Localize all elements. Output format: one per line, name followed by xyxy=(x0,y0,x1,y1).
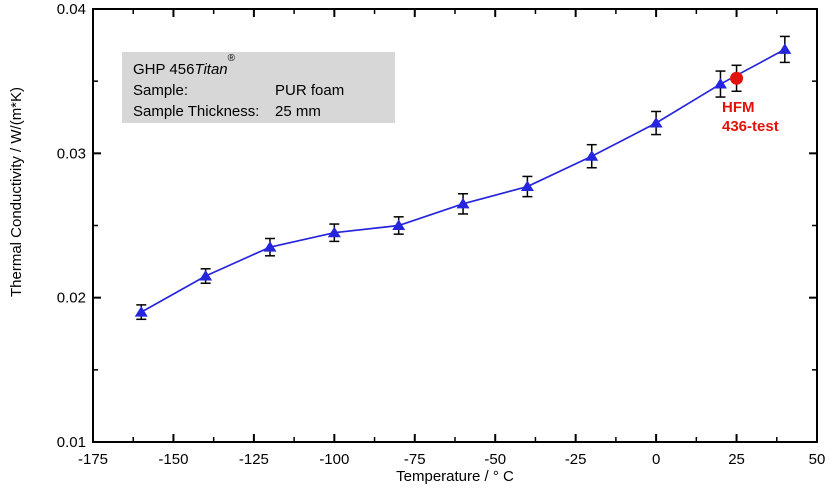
data-point-triangle xyxy=(392,219,406,230)
x-axis-title: Temperature / ° C xyxy=(396,468,514,485)
hfm-annotation-line2: 436-test xyxy=(722,118,779,135)
series-0 xyxy=(134,35,792,321)
info-line-thickness: Sample Thickness: 25 mm xyxy=(133,101,395,122)
x-tick-label: -100 xyxy=(319,451,349,468)
thickness-value: 25 mm xyxy=(275,103,321,120)
thickness-label: Sample Thickness: xyxy=(133,103,260,120)
x-tick-label: 25 xyxy=(728,451,745,468)
x-tick-label: 50 xyxy=(809,451,826,468)
data-point-triangle xyxy=(199,270,213,281)
sample-value: PUR foam xyxy=(275,82,345,99)
data-point-triangle xyxy=(649,117,663,128)
registered-trademark: ® xyxy=(227,53,236,64)
sample-label: Sample: xyxy=(133,82,189,99)
data-point-triangle xyxy=(778,43,792,54)
x-tick-label: -150 xyxy=(158,451,188,468)
y-tick-label: 0.04 xyxy=(57,1,86,18)
x-tick-label: -50 xyxy=(484,451,506,468)
y-axis-title: Thermal Conductivity / W/(m*K) xyxy=(8,87,25,297)
data-point-circle xyxy=(730,71,744,85)
hfm-annotation: HFM 436-test xyxy=(722,98,779,136)
series-1 xyxy=(730,64,744,93)
data-point-triangle xyxy=(263,241,277,252)
instrument-info-box: GHP 456 Titan ® Sample: PUR foam Sample T… xyxy=(122,52,395,123)
hfm-annotation-line1: HFM xyxy=(722,99,755,116)
data-point-triangle xyxy=(520,180,534,192)
y-tick-label: 0.03 xyxy=(57,145,86,162)
info-line-instrument: GHP 456 Titan ® xyxy=(133,53,395,80)
y-axis: 0.01 0.02 0.03 0.04 xyxy=(57,1,817,451)
x-tick-label: 0 xyxy=(652,451,660,468)
data-point-triangle xyxy=(585,150,599,161)
data-point-triangle xyxy=(327,226,341,238)
x-tick-label: -125 xyxy=(239,451,269,468)
instrument-name: GHP 456 xyxy=(133,61,195,78)
x-tick-label: -25 xyxy=(565,451,587,468)
x-axis: -175 -150 -125 -100 -75 -50 -25 0 25 50 xyxy=(78,9,825,468)
instrument-model: Titan xyxy=(194,61,228,78)
x-tick-label: -175 xyxy=(78,451,108,468)
x-tick-label: -75 xyxy=(404,451,426,468)
data-point-triangle xyxy=(456,197,470,209)
info-line-sample: Sample: PUR foam xyxy=(133,80,395,101)
data-point-triangle xyxy=(134,306,148,317)
y-tick-label: 0.02 xyxy=(57,290,86,307)
y-tick-label: 0.01 xyxy=(57,434,86,451)
data-point-triangle xyxy=(713,78,727,89)
